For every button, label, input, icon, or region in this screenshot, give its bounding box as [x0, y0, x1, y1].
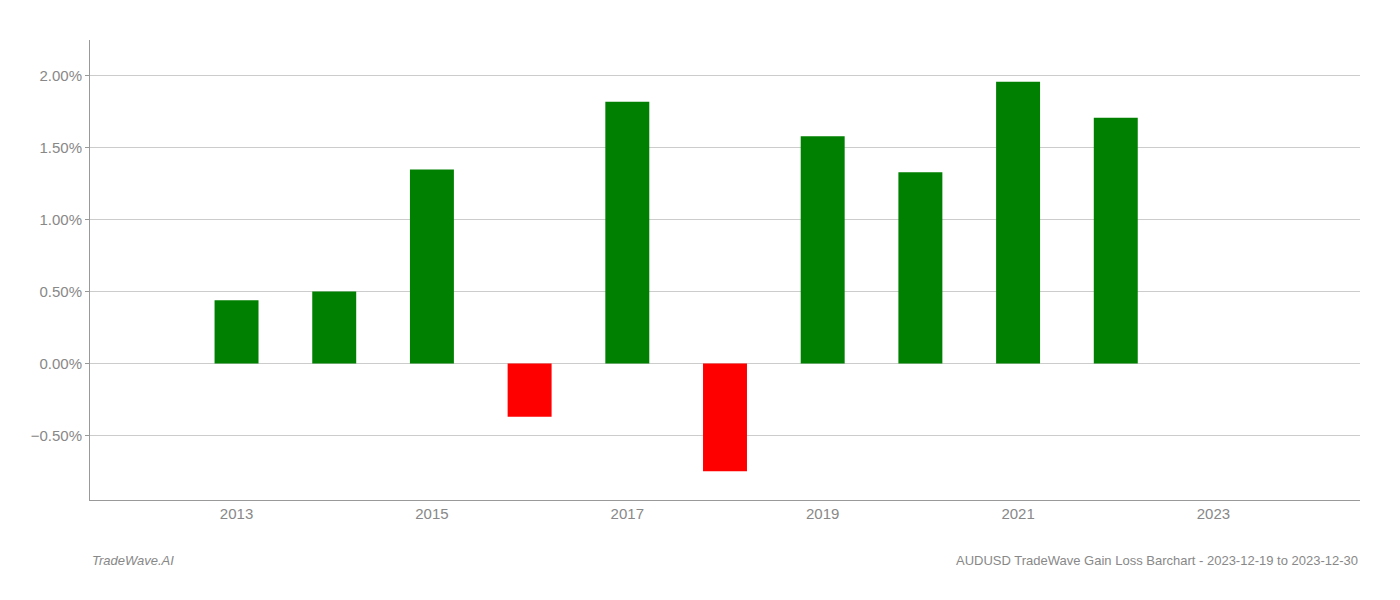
svg-text:TradeWave.AI: TradeWave.AI — [92, 553, 174, 568]
svg-text:2015: 2015 — [415, 505, 448, 522]
svg-text:1.50%: 1.50% — [39, 139, 82, 156]
svg-text:0.00%: 0.00% — [39, 355, 82, 372]
svg-text:2021: 2021 — [1001, 505, 1034, 522]
svg-text:AUDUSD TradeWave Gain Loss Bar: AUDUSD TradeWave Gain Loss Barchart - 20… — [956, 553, 1358, 568]
svg-text:2017: 2017 — [611, 505, 644, 522]
svg-text:0.50%: 0.50% — [39, 283, 82, 300]
svg-text:1.00%: 1.00% — [39, 211, 82, 228]
svg-text:2.00%: 2.00% — [39, 67, 82, 84]
svg-text:2023: 2023 — [1197, 505, 1230, 522]
svg-text:2013: 2013 — [220, 505, 253, 522]
svg-text:2019: 2019 — [806, 505, 839, 522]
svg-text:−0.50%: −0.50% — [31, 427, 82, 444]
